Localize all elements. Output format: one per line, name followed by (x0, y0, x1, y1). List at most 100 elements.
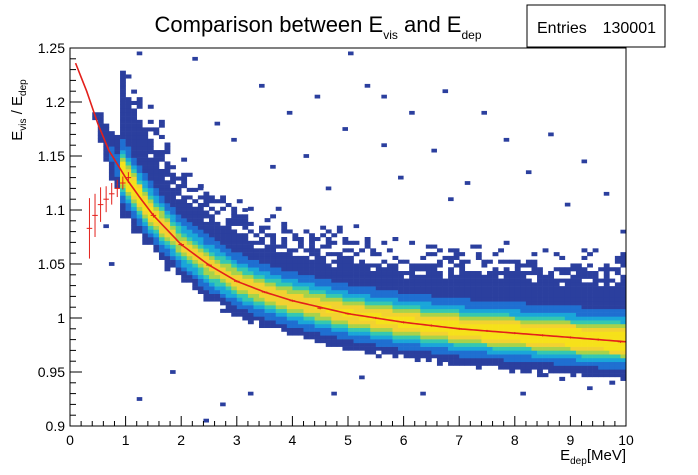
heatmap-cell (587, 369, 593, 374)
heatmap-cell (225, 202, 232, 208)
heatmap-cell (120, 100, 126, 105)
heatmap-cell (548, 289, 555, 294)
heatmap-cell (342, 339, 349, 344)
heatmap-cell (370, 274, 377, 279)
heatmap-cell (431, 350, 438, 355)
heatmap-cell (242, 248, 249, 253)
heatmap-cell (131, 202, 138, 208)
heatmap-cell (509, 323, 516, 329)
heatmap-cell (203, 255, 210, 260)
heatmap-cell (548, 357, 555, 363)
heatmap-cell (292, 248, 299, 253)
heatmap-cell (537, 346, 543, 351)
heatmap-cell (403, 286, 410, 291)
heatmap-cell (125, 131, 132, 136)
heatmap-cell (581, 289, 588, 294)
heatmap-cell (453, 289, 460, 294)
heatmap-cell (403, 282, 410, 287)
heatmap-cell (336, 320, 343, 325)
heatmap-cell (292, 259, 299, 264)
heatmap-cell (225, 221, 232, 226)
heatmap-cell (120, 161, 126, 166)
profile-point (484, 329, 490, 333)
heatmap-cell (481, 282, 488, 287)
heatmap-cell (370, 323, 377, 329)
heatmap-cell (503, 316, 510, 321)
heatmap-cell (370, 282, 377, 287)
heatmap-cell (592, 248, 599, 253)
heatmap-cell (336, 301, 343, 306)
heatmap-cell (131, 225, 138, 230)
heatmap-cell (97, 131, 104, 136)
heatmap-cell (275, 289, 282, 294)
heatmap-cell (542, 342, 549, 347)
heatmap-cell (409, 327, 416, 332)
heatmap-cell (270, 301, 277, 306)
heatmap-cell (587, 365, 593, 370)
heatmap-cell (592, 308, 599, 313)
heatmap-cell (520, 342, 527, 347)
heatmap-cell (425, 354, 432, 359)
heatmap-cell (186, 259, 193, 264)
heatmap-cell (264, 308, 271, 313)
heatmap-cell (609, 380, 616, 385)
heatmap-cell (570, 308, 577, 313)
heatmap-cell (303, 312, 310, 317)
heatmap-cell (214, 282, 221, 287)
heatmap-cell (487, 305, 493, 310)
heatmap-cell (236, 248, 243, 253)
heatmap-cell (553, 293, 560, 298)
heatmap-cell (464, 335, 471, 340)
heatmap-cell (398, 289, 404, 294)
x-tick-label: 5 (344, 432, 352, 448)
heatmap-cell (164, 150, 171, 155)
heatmap-cell (314, 331, 321, 336)
heatmap-cell (442, 316, 449, 321)
heatmap-cell (136, 161, 143, 166)
heatmap-cell (487, 316, 493, 321)
heatmap-cell (542, 248, 549, 253)
heatmap-cell (392, 271, 399, 276)
heatmap-cell (336, 331, 343, 336)
heatmap-cell (448, 342, 454, 347)
heatmap-cell (153, 214, 160, 219)
heatmap-cell (581, 305, 588, 310)
heatmap-cell (281, 240, 288, 245)
heatmap-cell (581, 365, 588, 370)
heatmap-cell (392, 305, 399, 310)
heatmap-cell (325, 301, 332, 306)
heatmap-cell (275, 206, 282, 211)
heatmap-cell (587, 286, 593, 291)
heatmap-cell (436, 282, 443, 287)
heatmap-cell (592, 369, 599, 374)
profile-point (617, 340, 624, 343)
heatmap-cell (181, 221, 188, 226)
heatmap-cell (114, 134, 121, 140)
heatmap-cell (459, 323, 466, 329)
heatmap-cell (314, 259, 321, 264)
heatmap-cell (398, 327, 404, 332)
heatmap-cell (592, 305, 599, 310)
heatmap-cell (131, 112, 138, 117)
heatmap-cell (520, 339, 527, 344)
heatmap-cell (487, 297, 493, 302)
heatmap-cell (225, 244, 232, 249)
heatmap-cell (403, 271, 410, 276)
heatmap-cell (325, 339, 332, 344)
heatmap-cell (253, 293, 260, 298)
heatmap-cell (336, 297, 343, 302)
heatmap-cell (448, 335, 454, 340)
heatmap-cell (392, 237, 399, 242)
heatmap-cell (514, 339, 521, 344)
heatmap-cell (303, 248, 310, 253)
heatmap-cell (136, 131, 143, 136)
heatmap-cell (359, 282, 365, 287)
heatmap-cell (314, 274, 321, 279)
heatmap-cell (614, 293, 621, 298)
heatmap-cell (303, 297, 310, 302)
heatmap-cell (364, 339, 371, 344)
heatmap-cell (292, 286, 299, 291)
heatmap-cell (448, 323, 454, 329)
heatmap-cell (475, 331, 482, 336)
heatmap-cell (131, 199, 138, 204)
